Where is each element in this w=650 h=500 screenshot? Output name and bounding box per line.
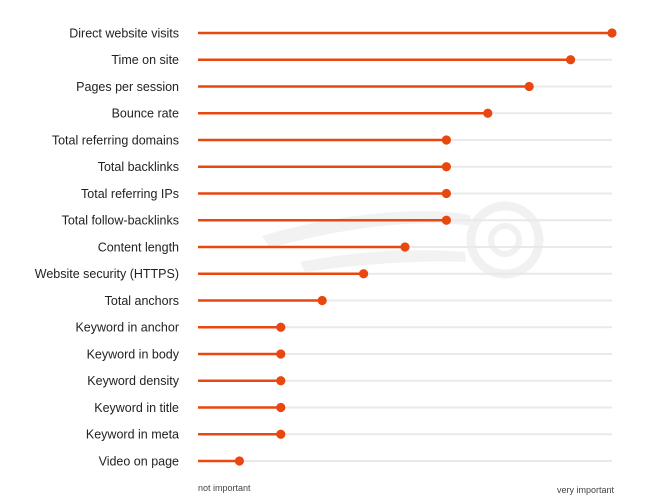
bar-end-dot — [441, 188, 451, 199]
bar-end-dots — [234, 28, 617, 466]
bar-end-dot — [607, 28, 617, 38]
category-label: Keyword in meta — [86, 428, 179, 442]
category-label: Time on site — [111, 53, 179, 67]
bar-end-dot — [276, 376, 286, 386]
category-label: Total follow-backlinks — [62, 214, 179, 228]
category-label: Bounce rate — [112, 107, 179, 121]
bar-end-dot — [317, 295, 327, 306]
category-labels: Direct website visits Time on site Pages p… — [35, 26, 180, 468]
bar-end-dot — [441, 135, 451, 145]
category-label: Keyword in anchor — [75, 321, 179, 335]
bar-end-dot — [276, 429, 286, 439]
bar-end-dot — [359, 269, 369, 279]
bar-end-dot — [441, 215, 451, 225]
category-label: Video on page — [99, 454, 179, 468]
category-label: Keyword in body — [87, 347, 180, 361]
bar-end-dot — [566, 55, 576, 65]
category-label: Content length — [98, 240, 179, 254]
bar-end-dot — [483, 108, 493, 118]
bar-lines — [198, 31, 612, 463]
bar-end-dot — [400, 242, 410, 252]
category-label: Keyword in title — [94, 401, 179, 415]
category-label: Total referring IPs — [81, 187, 179, 201]
bar-end-dot — [441, 162, 451, 172]
bar-end-dot — [276, 402, 286, 413]
category-label: Total backlinks — [98, 160, 179, 174]
bar-end-dot — [276, 322, 286, 332]
category-label: Total anchors — [105, 294, 179, 308]
watermark-logo-icon — [262, 201, 544, 279]
category-label: Website security (HTTPS) — [35, 267, 179, 281]
category-label: Total referring domains — [52, 133, 179, 147]
x-axis-right-label: very important — [557, 485, 615, 495]
bar-end-dot — [276, 349, 286, 359]
x-axis-left-label: not important — [198, 483, 251, 493]
bar-end-dot — [524, 81, 534, 92]
bar-end-dot — [234, 456, 244, 466]
category-label: Pages per session — [76, 80, 179, 94]
category-label: Keyword density — [87, 374, 179, 388]
category-label: Direct website visits — [69, 26, 179, 40]
